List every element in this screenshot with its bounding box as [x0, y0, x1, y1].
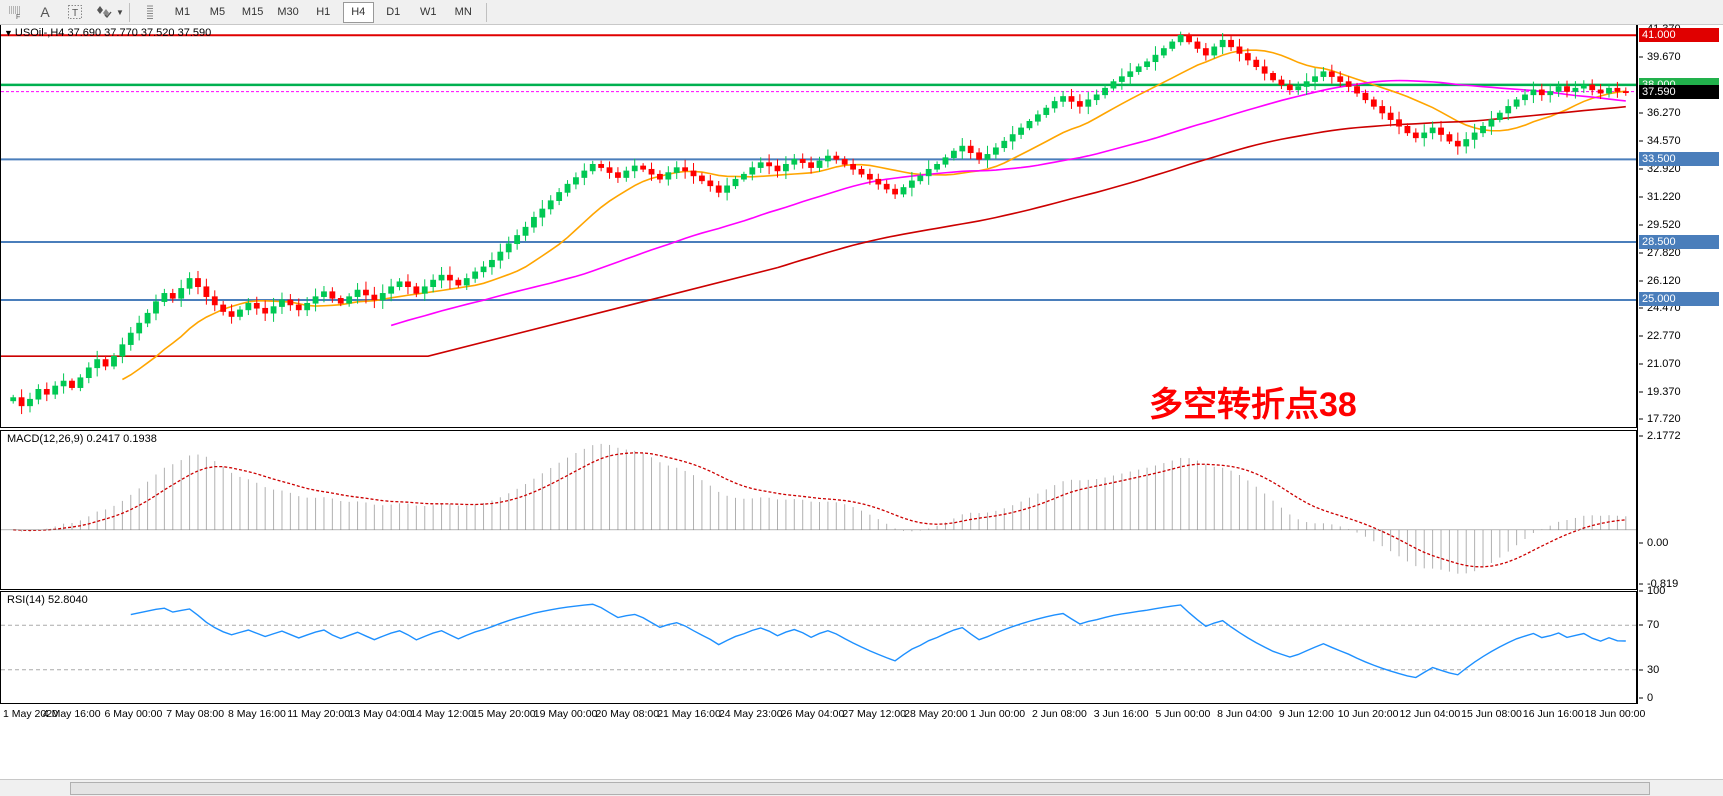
price-tick: 27.820	[1639, 247, 1681, 259]
price-tick: 22.770	[1639, 330, 1681, 342]
time-tick: 9 Jun 12:00	[1278, 708, 1334, 720]
time-tick: 10 Jun 20:00	[1337, 708, 1399, 720]
price-marker-red: 41.000	[1639, 28, 1719, 43]
rsi-plot	[1, 603, 1636, 679]
dropdown-caret-icon[interactable]: ▼	[116, 7, 124, 17]
time-tick: 8 May 16:00	[228, 708, 286, 720]
price-tick: 29.520	[1639, 219, 1681, 231]
time-tick: 20 May 08:00	[595, 708, 660, 720]
time-tick: 2 Jun 08:00	[1031, 708, 1087, 720]
toolbar-divider-2	[485, 2, 487, 22]
price-tick: 21.070	[1639, 358, 1681, 370]
timeframe-m30[interactable]: M30	[277, 6, 299, 18]
time-tick: 8 Jun 04:00	[1217, 708, 1273, 720]
price-panel[interactable]: ▼ USOil-,H4 37.690 37.770 37.520 37.590 多…	[0, 25, 1637, 428]
time-tick: 15 Jun 08:00	[1461, 708, 1522, 720]
price-tick: 17.720	[1639, 413, 1681, 425]
time-tick: 24 May 23:00	[718, 708, 783, 720]
macd-panel[interactable]: MACD(12,26,9) 0.2417 0.1938	[0, 430, 1637, 590]
time-tick: 28 May 20:00	[904, 708, 968, 720]
price-tick: 34.570	[1639, 135, 1681, 147]
time-tick: 14 May 12:00	[410, 708, 474, 720]
price-marker-blue: 25.000	[1639, 292, 1719, 307]
symbol-label: ▼ USOil-,H4 37.690 37.770 37.520 37.590	[4, 27, 211, 39]
time-tick: 1 Jun 00:00	[970, 708, 1026, 720]
time-axis[interactable]: 1 May 2020 4 May 16:00 6 May 00:00 7 May 08…	[0, 705, 1645, 727]
toolbar-divider	[128, 2, 130, 22]
chart-canvas-area: ▼ USOil-,H4 37.690 37.770 37.520 37.590 多…	[0, 23, 1723, 796]
time-tick: 15 May 20:00	[472, 708, 536, 720]
objects-icon[interactable]	[90, 1, 120, 24]
chart-annotation-text: 多空转折点38	[1149, 386, 1357, 424]
rsi-label: RSI(14) 52.8040	[5, 594, 90, 606]
chart-toolbar: F A T ▼	[0, 0, 1723, 25]
time-tick: 26 May 04:00	[780, 708, 845, 720]
timeframe-d1[interactable]: D1	[386, 6, 401, 18]
price-tick: 31.220	[1639, 191, 1681, 203]
time-tick: 13 May 04:00	[348, 708, 413, 720]
price-marker-black: 37.590	[1639, 84, 1719, 99]
time-tick: 12 Jun 04:00	[1399, 708, 1461, 720]
timeframe-m1[interactable]: M1	[174, 6, 191, 18]
price-marker-blue: 33.500	[1639, 152, 1719, 166]
symbol-text: USOil-,H4 37.690 37.770 37.520 37.590	[14, 27, 212, 39]
price-marker-blue: 28.500	[1639, 234, 1719, 249]
timeframe-group: M1 M5 M15 M30 H1 H4 D1 W1 MN	[165, 1, 481, 23]
time-tick: 3 Jun 16:00	[1093, 708, 1149, 720]
timeframe-w1[interactable]: W1	[419, 6, 437, 18]
text-box-icon[interactable]: T	[60, 1, 90, 24]
macd-label: MACD(12,26,9) 0.2417 0.1938	[5, 433, 159, 445]
rsi-tick: 30	[1639, 664, 1659, 676]
macd-tick: 0.00	[1639, 537, 1668, 549]
time-tick: 7 May 08:00	[166, 708, 225, 720]
time-tick: 27 May 12:00	[842, 708, 907, 720]
time-tick: 1 May 2020	[3, 708, 58, 720]
rsi-tick: 0	[1639, 692, 1653, 704]
time-tick: 18 Jun 00:00	[1584, 708, 1646, 720]
symbol-collapse-arrow[interactable]: ▼	[4, 28, 13, 38]
price-plot	[1, 31, 1636, 415]
crosshair-f-icon[interactable]: F	[0, 1, 30, 24]
rsi-panel[interactable]: RSI(14) 52.8040	[0, 591, 1637, 704]
price-axis[interactable]: 41.37039.67038.00036.27034.57032.92031.2…	[1637, 23, 1723, 704]
horizontal-scrollbar[interactable]	[0, 779, 1723, 796]
time-tick: 5 Jun 00:00	[1155, 708, 1211, 720]
rsi-tick: 100	[1639, 585, 1665, 597]
scrollbar-thumb[interactable]	[70, 782, 1650, 795]
price-tick: 26.120	[1639, 275, 1681, 287]
rsi-tick: 70	[1639, 619, 1659, 631]
macd-tick: -0.819	[1639, 578, 1678, 590]
svg-text:F: F	[16, 14, 20, 20]
text-a-icon[interactable]: A	[40, 4, 50, 20]
timeframe-m5[interactable]: M5	[209, 6, 226, 18]
time-tick: 4 May 16:00	[42, 708, 101, 720]
timeframe-mn[interactable]: MN	[454, 6, 472, 18]
time-tick: 6 May 00:00	[104, 708, 163, 720]
time-tick: 21 May 16:00	[657, 708, 721, 720]
timeframe-m15[interactable]: M15	[241, 6, 264, 18]
periodicity-icon[interactable]	[135, 1, 165, 24]
timeframe-h4[interactable]: H4	[342, 1, 374, 23]
timeframe-h1[interactable]: H1	[316, 6, 331, 18]
time-tick: 16 Jun 16:00	[1522, 708, 1584, 720]
time-tick: 19 May 00:00	[533, 708, 598, 720]
macd-plot	[1, 443, 1636, 574]
price-tick: 19.370	[1639, 386, 1681, 398]
price-tick: 36.270	[1639, 107, 1681, 119]
time-tick: 11 May 20:00	[287, 708, 351, 720]
macd-tick: 2.1772	[1639, 430, 1681, 442]
price-tick: 39.670	[1639, 51, 1681, 63]
svg-text:T: T	[72, 8, 78, 19]
